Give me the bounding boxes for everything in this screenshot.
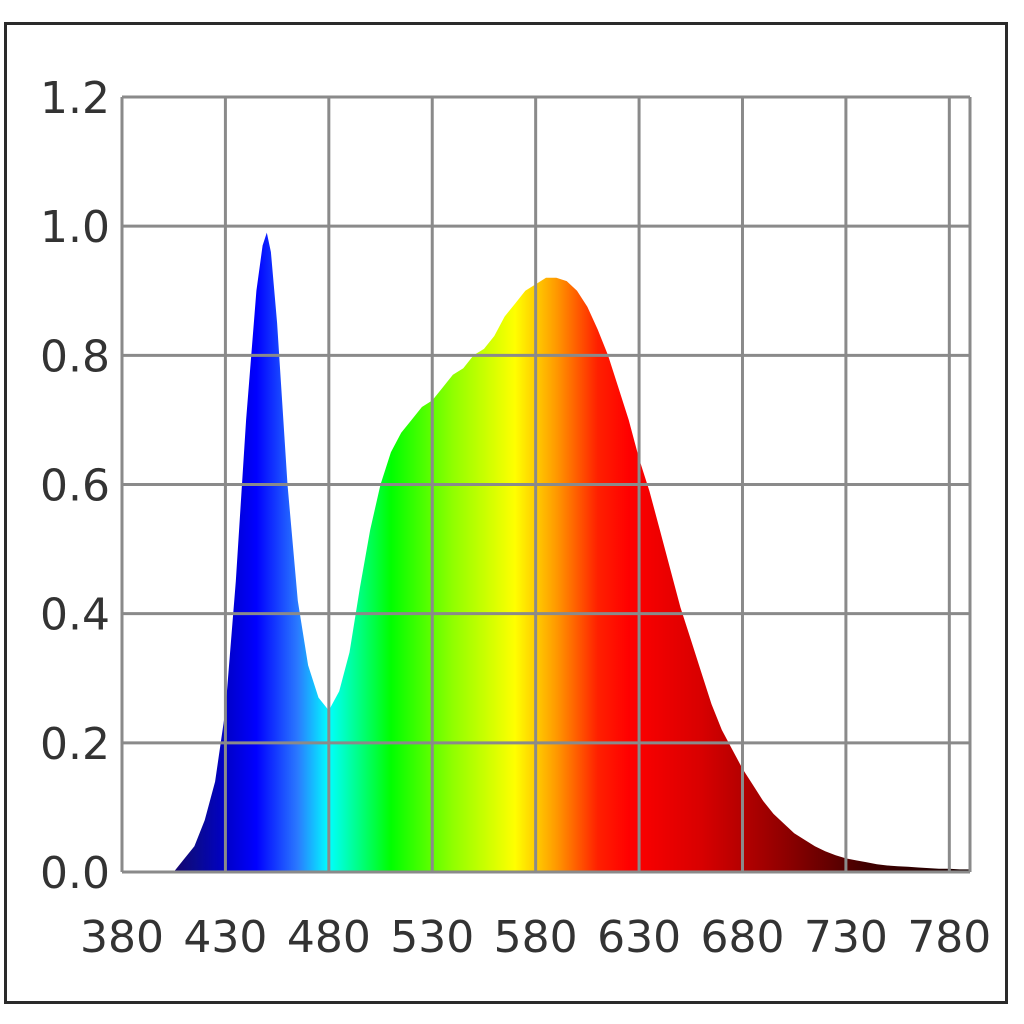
y-tick-label: 1.2 xyxy=(40,73,110,124)
x-tick-label: 680 xyxy=(700,912,784,963)
x-tick-label: 380 xyxy=(80,912,164,963)
y-tick-label: 0.2 xyxy=(40,719,110,770)
x-tick-label: 780 xyxy=(907,912,991,963)
y-tick-label: 0.0 xyxy=(40,848,110,899)
spectrum-chart: 0.0 0.2 0.4 0.6 0.8 1.0 1.2 380 430 480 530 580 630 6… xyxy=(40,73,991,963)
x-tick-label: 480 xyxy=(287,912,371,963)
x-tick-label: 730 xyxy=(804,912,888,963)
x-tick-label: 630 xyxy=(597,912,681,963)
y-tick-label: 1.0 xyxy=(40,202,110,253)
y-tick-label: 0.6 xyxy=(40,461,110,512)
x-tick-label: 530 xyxy=(390,912,474,963)
y-tick-label: 0.4 xyxy=(40,590,110,641)
spectrum-area xyxy=(173,232,970,873)
x-tick-label: 580 xyxy=(494,912,578,963)
chart-frame: 0.0 0.2 0.4 0.6 0.8 1.0 1.2 380 430 480 530 580 630 6… xyxy=(4,22,1008,1004)
x-tick-label: 430 xyxy=(183,912,267,963)
y-tick-label: 0.8 xyxy=(40,331,110,382)
